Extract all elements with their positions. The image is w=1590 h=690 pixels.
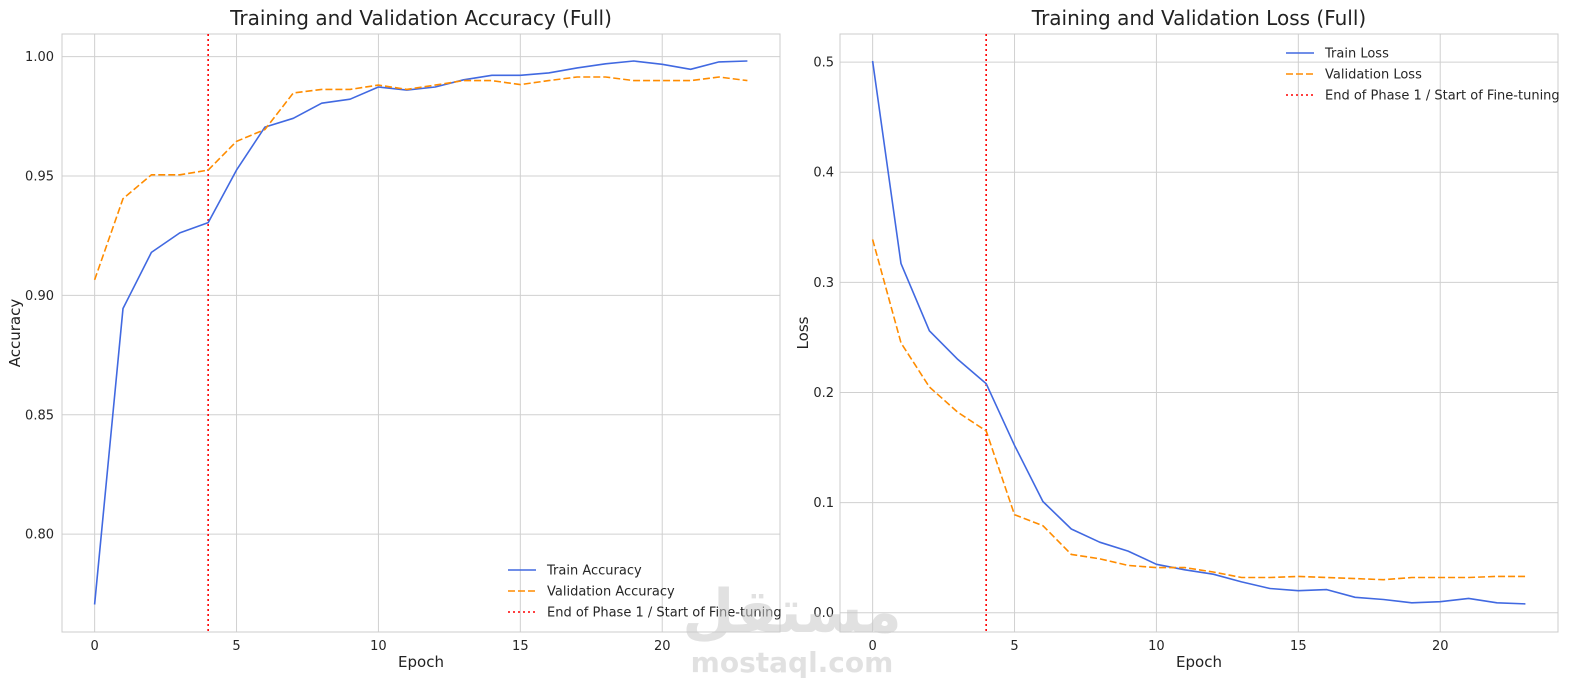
y-axis-label: Accuracy <box>6 299 24 368</box>
y-tick-label: 1.00 <box>25 50 54 65</box>
y-tick-label: 0.5 <box>813 56 834 71</box>
x-tick-label: 5 <box>1010 639 1018 654</box>
watermark: مستقل mostaql.com <box>682 577 901 679</box>
legend-label: Validation Accuracy <box>547 585 675 600</box>
x-tick-label: 15 <box>512 639 529 654</box>
legend-label: Validation Loss <box>1325 68 1422 83</box>
x-tick-label: 5 <box>232 639 240 654</box>
y-tick-label: 0.4 <box>813 166 834 181</box>
x-tick-label: 20 <box>654 639 671 654</box>
y-tick-label: 0.0 <box>813 606 834 621</box>
plot-frame <box>839 33 1559 633</box>
legend-label: End of Phase 1 / Start of Fine-tuning <box>547 606 782 621</box>
series-line-train-loss <box>871 60 1526 605</box>
legend-label: Train Loss <box>1324 47 1389 62</box>
series-line-validation-accuracy <box>93 76 748 281</box>
x-tick-label: 10 <box>1148 639 1165 654</box>
series-line-validation-loss <box>871 239 1526 581</box>
x-tick-label: 20 <box>1432 639 1449 654</box>
x-tick-label: 10 <box>370 639 387 654</box>
y-axis-label: Loss <box>794 316 812 349</box>
y-tick-label: 0.90 <box>25 289 54 304</box>
x-tick-label: 0 <box>868 639 876 654</box>
y-tick-label: 0.2 <box>813 386 834 401</box>
y-tick-label: 0.1 <box>813 496 834 511</box>
legend: Train Loss Validation Loss End of Phase 1 … <box>1286 47 1560 104</box>
legend-label: Train Accuracy <box>546 564 642 579</box>
watermark-arabic: مستقل <box>682 577 901 647</box>
accuracy-chart: 0 5 10 15 20 0.80 0.85 0.90 0.95 1.00 Training and… <box>6 6 782 671</box>
y-tick-label: 0.95 <box>25 170 54 185</box>
y-tick-label: 0.80 <box>25 528 54 543</box>
x-axis-label: Epoch <box>398 653 444 671</box>
x-axis-label: Epoch <box>1176 653 1222 671</box>
chart-title: Training and Validation Loss (Full) <box>1031 6 1366 30</box>
legend-label: End of Phase 1 / Start of Fine-tuning <box>1325 89 1560 104</box>
plot-frame <box>61 33 781 633</box>
loss-chart: 0 5 10 15 20 0.0 0.1 0.2 0.3 0.4 0.5 Training and V… <box>794 6 1560 671</box>
watermark-latin: mostaql.com <box>691 646 894 679</box>
y-tick-label: 0.85 <box>25 408 54 423</box>
series-line-train-accuracy <box>93 60 748 605</box>
y-tick-label: 0.3 <box>813 276 834 291</box>
chart-title: Training and Validation Accuracy (Full) <box>229 6 612 30</box>
legend: Train Accuracy Validation Accuracy End of … <box>508 564 782 621</box>
x-tick-label: 0 <box>90 639 98 654</box>
x-tick-label: 15 <box>1290 639 1307 654</box>
